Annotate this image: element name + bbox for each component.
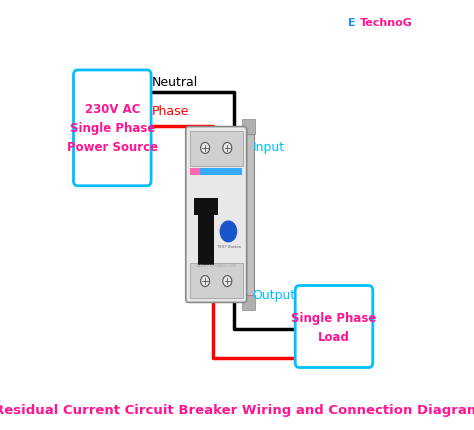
Text: Residual Current Circuit Breaker Wiring and Connection Diagram: Residual Current Circuit Breaker Wiring … bbox=[0, 403, 474, 416]
Text: WWW.ETECHNOG.COM: WWW.ETECHNOG.COM bbox=[196, 264, 237, 267]
Ellipse shape bbox=[219, 221, 237, 243]
Text: Input: Input bbox=[253, 141, 285, 154]
Bar bbox=[190, 132, 243, 166]
Circle shape bbox=[223, 143, 232, 154]
Text: E: E bbox=[348, 18, 356, 28]
Circle shape bbox=[223, 276, 232, 287]
Bar bbox=[242, 120, 255, 135]
Text: Single Phase
Load: Single Phase Load bbox=[292, 311, 377, 343]
Text: Phase: Phase bbox=[152, 105, 190, 118]
Bar bbox=[244, 135, 254, 295]
FancyBboxPatch shape bbox=[186, 127, 246, 303]
Bar bbox=[190, 168, 200, 176]
Text: 230V AC
Single Phase
Power Source: 230V AC Single Phase Power Source bbox=[67, 103, 158, 154]
Bar bbox=[200, 168, 242, 176]
Text: Output: Output bbox=[253, 289, 296, 301]
Circle shape bbox=[201, 276, 210, 287]
Circle shape bbox=[201, 143, 210, 154]
Bar bbox=[190, 264, 243, 298]
Text: TEST Button: TEST Button bbox=[217, 245, 241, 249]
Text: TechnoG: TechnoG bbox=[360, 18, 413, 28]
Bar bbox=[199, 215, 214, 266]
FancyBboxPatch shape bbox=[295, 286, 373, 368]
FancyBboxPatch shape bbox=[73, 71, 151, 186]
Bar bbox=[194, 198, 219, 215]
Bar bbox=[242, 295, 255, 310]
Text: Neutral: Neutral bbox=[152, 76, 199, 89]
